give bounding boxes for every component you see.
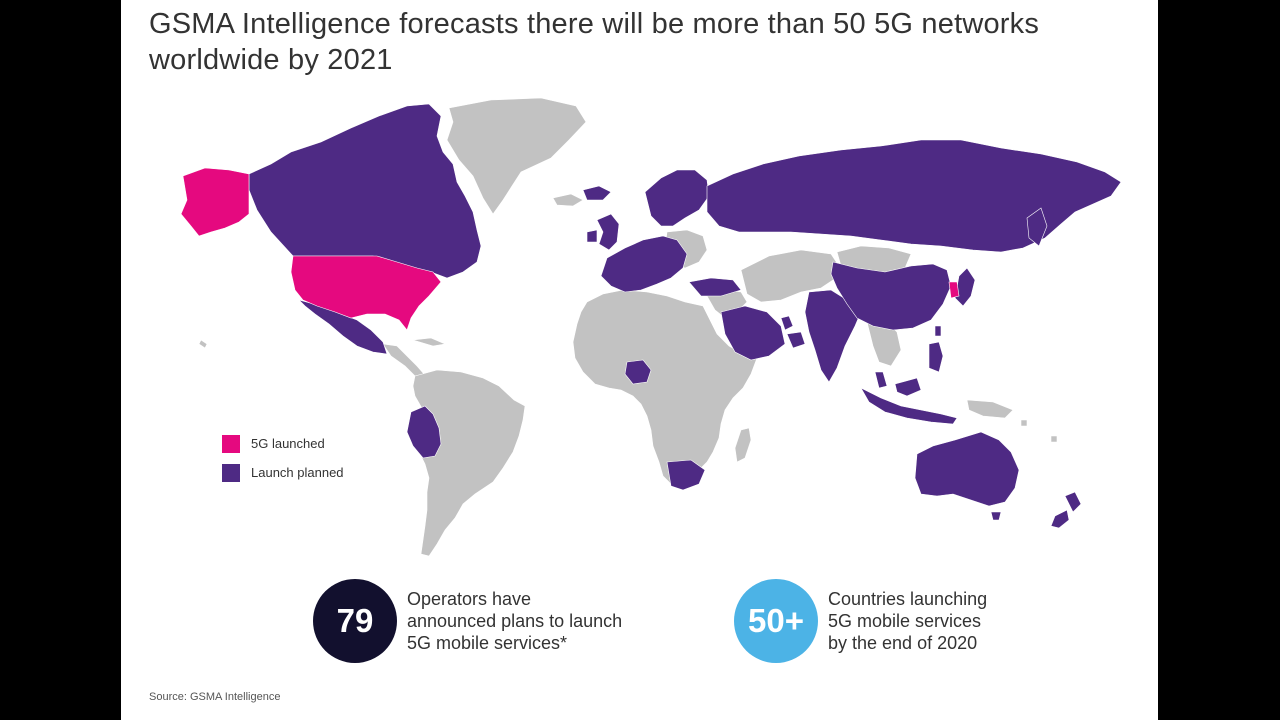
stat-countries-line: by the end of 2020 xyxy=(828,633,978,653)
region-south-america xyxy=(410,369,526,557)
stat-countries-line: 5G mobile services xyxy=(828,611,982,631)
legend-item-launched: 5G launched xyxy=(222,429,344,458)
stat-countries-description: Countries launching 5G mobile services b… xyxy=(828,588,987,654)
legend-label-launched: 5G launched xyxy=(251,436,325,451)
stat-countries-line: Countries launching xyxy=(828,589,988,609)
region-madagascar xyxy=(734,427,752,463)
region-kamchatka xyxy=(1026,207,1048,247)
region-tasmania xyxy=(990,511,1002,521)
region-turkey xyxy=(688,277,742,297)
stat-countries-value: 50+ xyxy=(734,579,818,663)
region-greenland xyxy=(446,97,587,215)
legend-swatch-launched xyxy=(222,434,240,453)
region-iran-central-asia xyxy=(740,249,840,303)
legend-label-planned: Launch planned xyxy=(251,465,344,480)
slide: GSMA Intelligence forecasts there will b… xyxy=(121,0,1158,720)
region-south-korea xyxy=(948,281,960,299)
world-map xyxy=(180,97,1122,557)
stat-operators-line: 5G mobile services* xyxy=(407,633,568,653)
stat-operators-line: Operators have xyxy=(407,589,532,609)
legend: 5G launched Launch planned xyxy=(222,429,344,487)
region-alaska xyxy=(180,167,250,237)
region-taiwan xyxy=(934,325,942,337)
region-iceland xyxy=(582,185,612,201)
legend-swatch-planned xyxy=(222,463,240,482)
region-usa xyxy=(290,255,442,331)
stat-operators-description: Operators have announced plans to launch… xyxy=(407,588,622,654)
region-africa xyxy=(572,289,758,485)
region-philippines xyxy=(928,341,944,373)
source-note: Source: GSMA Intelligence xyxy=(149,691,281,703)
region-peru xyxy=(406,405,442,459)
region-gulf-states xyxy=(780,315,806,349)
region-saudi-arabia xyxy=(720,305,786,361)
stat-operators: 79 Operators have announced plans to lau… xyxy=(313,579,622,663)
region-iceland-grey xyxy=(552,193,584,207)
region-australia xyxy=(914,431,1020,507)
region-uk-ireland xyxy=(586,213,620,251)
region-new-guinea xyxy=(966,399,1014,419)
stat-countries: 50+ Countries launching 5G mobile servic… xyxy=(734,579,987,663)
region-pacific-islands xyxy=(198,339,1058,443)
region-indonesia xyxy=(860,387,958,425)
stat-operators-value: 79 xyxy=(313,579,397,663)
region-central-america xyxy=(382,343,425,377)
region-nigeria xyxy=(624,359,652,385)
region-caribbean xyxy=(412,337,447,347)
slide-title: GSMA Intelligence forecasts there will b… xyxy=(149,8,1040,76)
region-china xyxy=(830,261,952,331)
stat-operators-line: announced plans to launch xyxy=(407,611,623,631)
region-japan xyxy=(954,267,976,307)
region-canada xyxy=(248,103,482,279)
region-malaysia xyxy=(874,371,922,397)
region-scandinavia xyxy=(644,169,710,227)
region-new-zealand xyxy=(1050,491,1082,529)
region-south-africa xyxy=(666,459,706,491)
region-western-europe xyxy=(600,235,688,293)
legend-item-planned: Launch planned xyxy=(222,458,344,487)
region-russia xyxy=(706,139,1122,253)
